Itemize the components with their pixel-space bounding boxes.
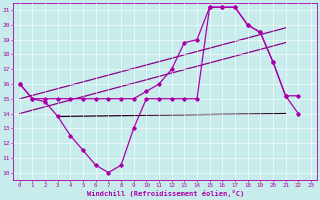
- X-axis label: Windchill (Refroidissement éolien,°C): Windchill (Refroidissement éolien,°C): [87, 190, 244, 197]
